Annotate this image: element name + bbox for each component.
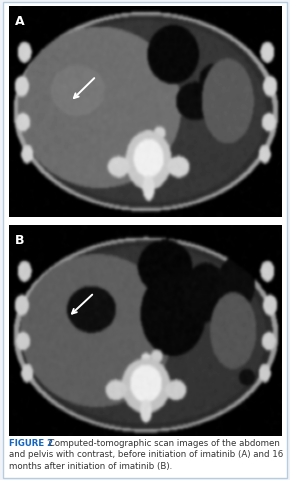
Text: and pelvis with contrast, before initiation of imatinib (A) and 16: and pelvis with contrast, before initiat…: [9, 451, 283, 459]
Text: FIGURE 2: FIGURE 2: [9, 439, 53, 448]
Text: months after initiation of imatinib (B).: months after initiation of imatinib (B).: [9, 462, 172, 470]
FancyBboxPatch shape: [3, 2, 287, 478]
Text: Computed-tomographic scan images of the abdomen: Computed-tomographic scan images of the …: [46, 439, 280, 448]
Text: A: A: [15, 15, 24, 28]
Text: B: B: [15, 234, 24, 247]
